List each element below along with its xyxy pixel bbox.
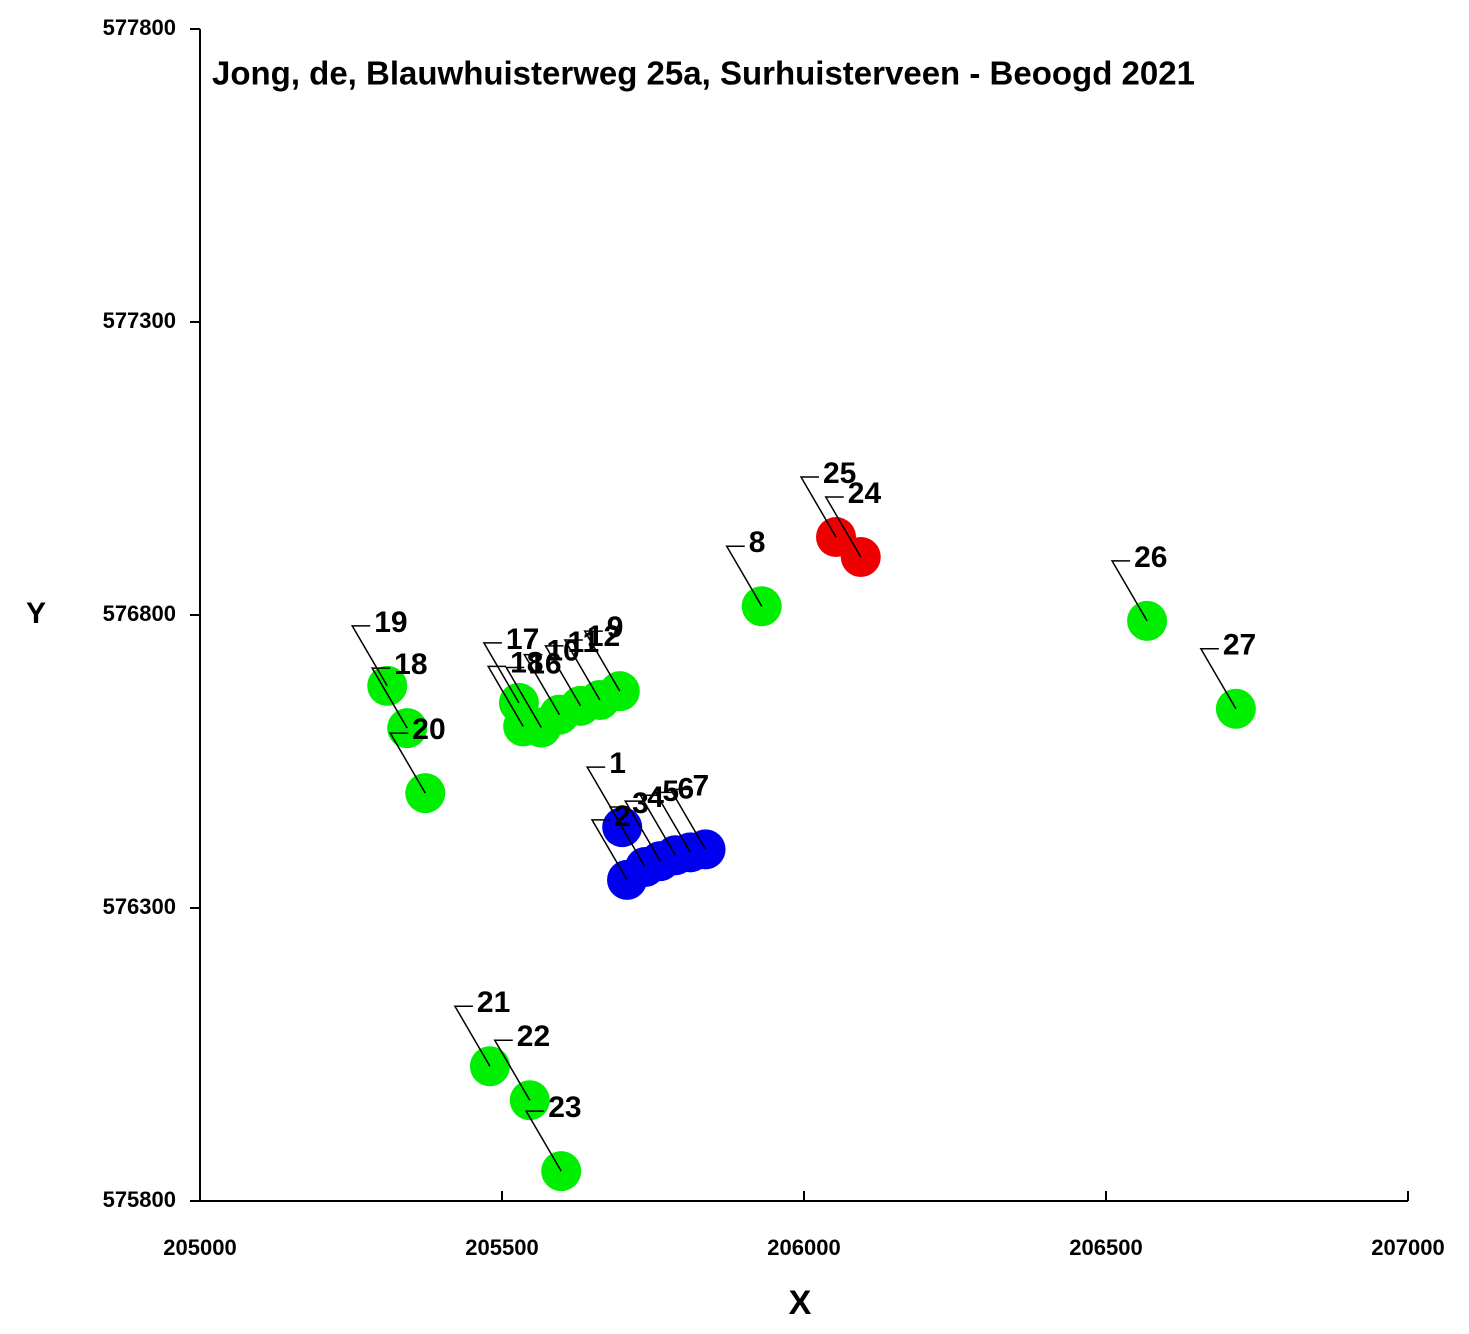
leader-line [370,667,408,729]
leader-line [799,476,837,538]
leader-line [453,1005,491,1067]
x-tick-label: 206500 [1069,1235,1142,1260]
x-tick-label: 207000 [1371,1235,1444,1260]
leader-line [482,642,520,704]
point-label: 23 [548,1091,581,1124]
leader-line [504,666,542,728]
leader-line [725,545,763,607]
leader-line [590,819,628,881]
point-label: 27 [1223,629,1256,662]
leader-line [608,806,646,868]
leader-line [583,630,621,692]
leader-line [544,645,582,707]
x-tick-label: 205000 [163,1235,236,1260]
point-label: 17 [506,623,539,656]
leader-line [524,1110,562,1172]
x-tick-label: 206000 [767,1235,840,1260]
point-label: 8 [749,526,766,559]
point-label: 9 [607,611,624,644]
point-label: 2 [614,800,631,833]
point-label: 7 [693,769,710,802]
leader-line [824,496,862,558]
leader-line [1110,560,1148,622]
point-label: 12 [587,620,620,653]
leader-line [639,794,676,856]
leader-line [654,791,692,853]
y-tick-label: 576800 [103,601,176,626]
point-label: 18 [394,648,427,681]
point-label: 24 [848,477,882,510]
chart-title: Jong, de, Blauwhuisterweg 25a, Surhuiste… [212,55,1195,92]
leader-line [669,788,707,850]
point-label: 22 [517,1020,550,1053]
y-tick-label: 576300 [103,894,176,919]
point-label: 18 [510,646,543,679]
y-tick-label: 575800 [103,1187,176,1212]
y-tick-label: 577800 [103,15,176,40]
point-label: 26 [1134,541,1167,574]
y-axis-label: Y [26,597,46,630]
point-label: 21 [477,986,510,1019]
point-label: 20 [412,713,445,746]
leader-line [486,665,524,727]
leader-line [388,732,426,794]
leader-line [350,625,388,687]
x-axis-label: X [789,1284,812,1322]
x-tick-label: 205500 [465,1235,538,1260]
y-tick-label: 577300 [103,308,176,333]
point-label: 4 [647,781,664,814]
point-label: 19 [374,606,407,639]
leader-line [523,653,561,715]
leader-line [623,800,661,862]
leader-line [493,1039,531,1101]
leader-line [1199,648,1237,710]
leader-line [563,639,601,701]
point-label: 25 [823,457,856,490]
point-label: 1 [609,747,626,780]
